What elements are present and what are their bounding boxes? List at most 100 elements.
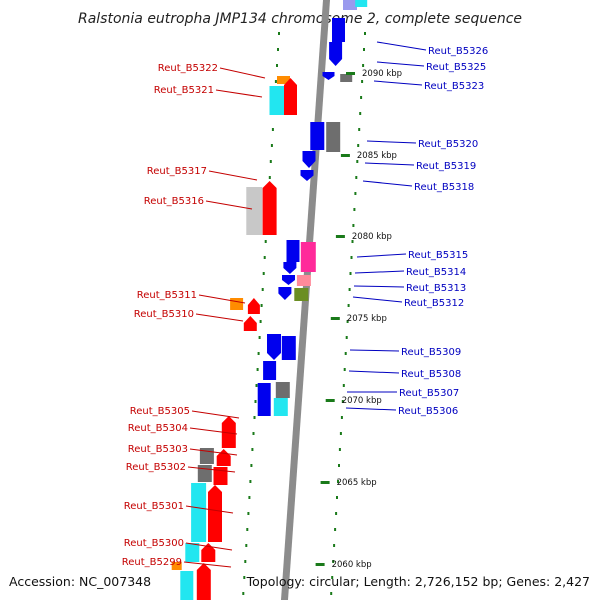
leader-line (348, 370, 400, 374)
gene-label: Reut_B5309 (401, 347, 461, 358)
track-dot (268, 176, 271, 179)
leader-line (362, 180, 413, 187)
track-dot (332, 560, 335, 563)
scale-tick-label: 2070 kbp (342, 396, 382, 406)
gene-block (273, 398, 288, 416)
leader-line (215, 89, 263, 98)
track-dot (335, 512, 338, 515)
leader-line (219, 67, 266, 79)
leader-line (376, 41, 427, 51)
scale-tick-mark (315, 563, 325, 566)
track-dot (333, 544, 336, 547)
gene-arrow (302, 151, 316, 168)
leader-line (366, 140, 417, 144)
track-dot (250, 464, 253, 467)
gene-label: Reut_B5314 (406, 267, 466, 278)
gene-block (286, 240, 300, 262)
track-dot (349, 272, 352, 275)
track-dot (243, 576, 246, 579)
leader-line (354, 270, 405, 274)
track-dot (262, 272, 265, 275)
leader-line (183, 561, 232, 568)
gene-arrow (300, 170, 314, 181)
gene-arrow (282, 275, 295, 285)
track-dot (356, 160, 359, 163)
track-dot (357, 144, 360, 147)
track-dot (336, 496, 338, 499)
track-dot (256, 368, 259, 371)
track-dot (253, 416, 256, 419)
track-dot (362, 64, 365, 67)
track-dot (361, 80, 364, 83)
gene-block (197, 465, 212, 482)
gene-block (185, 543, 200, 562)
track-dot (351, 240, 354, 243)
track-dot (251, 448, 254, 451)
gene-block (275, 382, 290, 398)
gene-label: Reut_B5307 (399, 388, 459, 399)
track-dot (354, 192, 357, 195)
accession-label: Accession: NC_007348 (9, 574, 151, 589)
scale-tick-label: 2090 kbp (362, 69, 402, 79)
leader-line (373, 80, 423, 86)
leader-line (208, 170, 258, 181)
right-track-dots (330, 32, 366, 595)
scale-tick-mark (346, 72, 355, 75)
left-track-dots (242, 32, 280, 595)
gene-block (300, 242, 316, 272)
gene-label: Reut_B5325 (426, 62, 486, 73)
leader-line (353, 285, 405, 288)
gene-label: Reut_B5311 (137, 290, 197, 301)
gene-block (180, 571, 194, 600)
gene-block (355, 0, 368, 7)
gene-label: Reut_B5299 (122, 557, 182, 568)
track-dot (364, 32, 366, 35)
gene-block (326, 122, 341, 152)
leader-line (349, 349, 400, 352)
leader-line (185, 505, 234, 514)
track-dot (342, 384, 345, 387)
track-dot (259, 320, 262, 323)
gene-arrow (247, 298, 260, 314)
label-layer: Reut_B5322 Reut_B5321 Reut_B5317 Reut_B5316… (122, 41, 488, 568)
gene-arrow (216, 449, 231, 466)
track-dot (263, 256, 266, 259)
track-dot (338, 448, 341, 451)
gene-arrow (278, 287, 292, 300)
gene-label: Reut_B5303 (128, 444, 188, 455)
gene-label: Reut_B5321 (154, 85, 214, 96)
gene-arrow (243, 316, 257, 331)
gene-arrow (208, 485, 222, 542)
gene-label: Reut_B5313 (406, 283, 466, 294)
scale-tick-label: 2060 kbp (332, 560, 372, 570)
gene-label: Reut_B5306 (398, 406, 458, 417)
gene-arrow (284, 78, 297, 115)
gene-label: Reut_B5301 (124, 501, 184, 512)
track-dot (341, 400, 344, 403)
track-dot (269, 160, 272, 163)
gene-arrow (267, 334, 281, 360)
gene-block (281, 336, 296, 360)
track-dot (359, 112, 362, 115)
gene-arrow (322, 72, 335, 80)
track-dot (343, 368, 346, 371)
track-dot (277, 48, 279, 51)
track-dot (278, 32, 280, 35)
track-dot (257, 352, 260, 355)
track-dot (261, 288, 264, 291)
gene-label: Reut_B5317 (147, 166, 207, 177)
gene-block (213, 467, 228, 485)
gene-arrow (221, 416, 236, 448)
track-dot (353, 208, 356, 211)
track-dot (355, 176, 358, 179)
gene-label: Reut_B5322 (158, 63, 218, 74)
track-dot (258, 336, 261, 339)
gene-arrow (262, 181, 277, 235)
gene-block (191, 483, 207, 542)
gene-arrow (329, 42, 343, 66)
gene-label: Reut_B5304 (128, 423, 188, 434)
track-dot (276, 64, 278, 67)
track-dot (271, 128, 274, 131)
gene-label: Reut_B5312 (404, 298, 464, 309)
leader-line (345, 407, 397, 411)
